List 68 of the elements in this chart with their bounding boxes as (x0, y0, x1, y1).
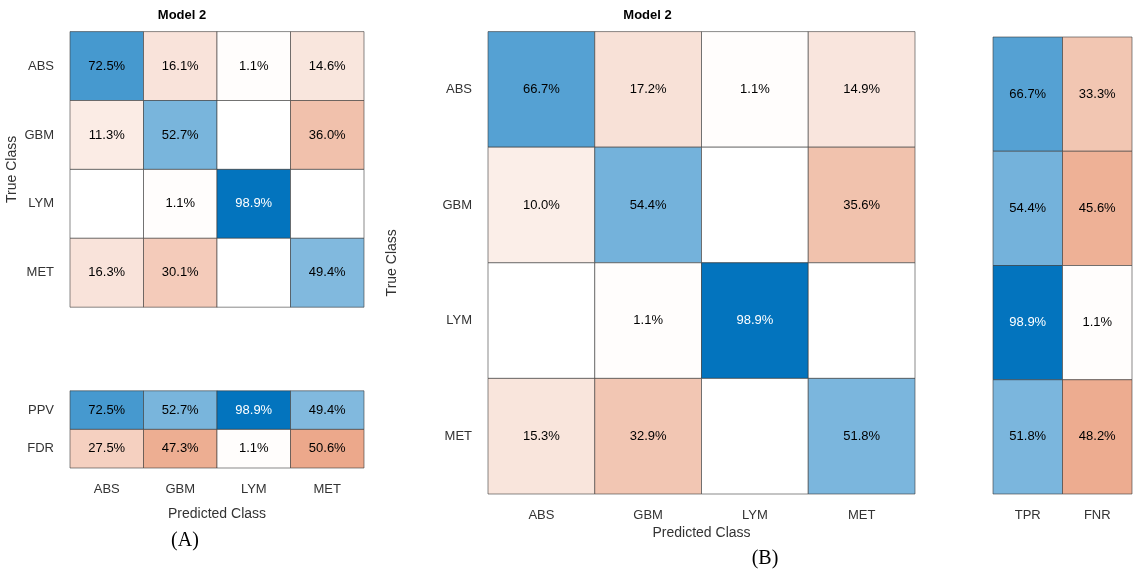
data-label: 49.4% (308, 264, 347, 280)
y-tick-label: ABS (27, 57, 55, 73)
data-label: 47.3% (161, 440, 200, 456)
x-tick-label: MET (313, 481, 342, 497)
data-label: 32.9% (629, 427, 667, 443)
data-label: 1.1% (238, 440, 269, 456)
data-label: 30.1% (161, 264, 200, 280)
data-label: 1.1% (740, 80, 771, 96)
y-axis-title: True Class (383, 229, 400, 297)
data-label: 66.7% (1009, 85, 1047, 101)
data-label: 16.1% (161, 57, 200, 73)
data-label: 45.6% (1078, 199, 1117, 215)
y-tick-label: ABS (445, 80, 473, 96)
data-label: 66.7% (522, 80, 561, 96)
y-tick-label: MET (26, 264, 55, 280)
data-label: 54.4% (1009, 199, 1047, 215)
y-tick-label: MET (444, 427, 473, 443)
data-label: 1.1% (165, 195, 196, 211)
data-label: 27.5% (88, 440, 126, 456)
x-tick-label: MET (847, 507, 876, 523)
data-label: 49.4% (308, 401, 347, 417)
data-label: 51.8% (843, 427, 881, 443)
data-label: 35.6% (843, 196, 881, 212)
x-tick-label: FNR (1083, 507, 1111, 523)
data-label: 15.3% (522, 427, 561, 443)
data-label: 16.3% (88, 264, 126, 280)
x-tick-label: ABS (528, 507, 555, 523)
data-label: 1.1% (1082, 314, 1113, 330)
data-label: 14.6% (308, 57, 347, 73)
x-tick-label: GBM (165, 481, 196, 497)
x-tick-label: GBM (633, 507, 663, 523)
data-label: 14.9% (843, 80, 881, 96)
data-label: 1.1% (238, 57, 269, 73)
data-label: 72.5% (88, 57, 126, 73)
data-label: 98.9% (235, 195, 273, 211)
x-tick-label: LYM (240, 481, 267, 497)
data-label: 36.0% (308, 126, 347, 142)
data-label: 72.5% (88, 401, 126, 417)
text: (A) (170, 528, 200, 551)
data-label: 1.1% (633, 312, 664, 328)
data-label: 98.9% (736, 312, 774, 328)
data-label: 51.8% (1009, 428, 1047, 444)
data-label: 98.9% (1009, 314, 1047, 330)
data-label: 54.4% (629, 196, 667, 212)
x-tick-label: TPR (1014, 507, 1041, 523)
text: (B) (750, 546, 780, 569)
y-tick-label: FDR (27, 440, 54, 456)
data-label: 52.7% (161, 126, 200, 142)
x-tick-label: ABS (93, 481, 121, 497)
y-tick-label: LYM (28, 195, 54, 211)
y-tick-label: PPV (27, 401, 55, 417)
data-label: 17.2% (629, 80, 667, 96)
data-label: 10.0% (522, 196, 561, 212)
y-axis-title: True Class (3, 135, 20, 203)
chart-title: Model 2 (623, 7, 672, 23)
y-tick-label: GBM (24, 126, 54, 142)
x-axis-title: Predicted Class (167, 505, 267, 522)
x-axis-title: Predicted Class (652, 524, 751, 541)
data-label: 48.2% (1078, 428, 1117, 444)
data-label: 98.9% (235, 401, 273, 417)
data-label: 52.7% (161, 401, 200, 417)
data-label: 33.3% (1078, 85, 1117, 101)
y-tick-label: GBM (442, 196, 472, 212)
x-tick-label: LYM (741, 507, 768, 523)
chart-title: Model 2 (157, 7, 207, 23)
y-tick-label: LYM (446, 312, 472, 328)
data-label: 50.6% (308, 440, 347, 456)
data-label: 11.3% (88, 126, 126, 142)
